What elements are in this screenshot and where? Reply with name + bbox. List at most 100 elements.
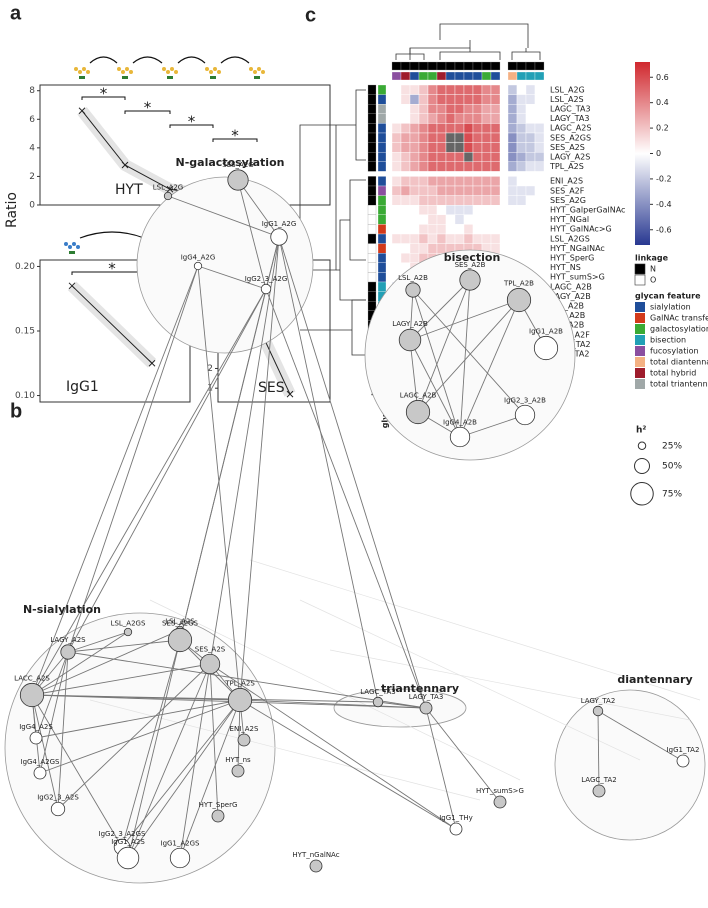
heatmap-cell xyxy=(507,151,518,162)
row-feature xyxy=(377,243,387,254)
heatmap-cell xyxy=(409,195,420,206)
node xyxy=(506,287,532,313)
row-linkage xyxy=(367,195,377,206)
row-feature xyxy=(377,161,387,172)
heatmap-cell xyxy=(534,94,545,105)
edge xyxy=(278,236,379,703)
arrow xyxy=(79,231,145,239)
legend-swatch xyxy=(635,335,645,345)
heatmap-cell xyxy=(436,142,447,153)
edge xyxy=(459,279,471,438)
group-title: N-sialylation xyxy=(23,603,101,616)
row-label: LAGC_A2B xyxy=(550,282,592,291)
heatmap-cell xyxy=(409,214,420,225)
col-linkage xyxy=(481,61,492,71)
heatmap-cell xyxy=(427,204,438,215)
node-label: ENI_A2S xyxy=(230,725,259,733)
row-feature xyxy=(377,224,387,235)
line xyxy=(71,285,153,364)
heatmap-cell xyxy=(427,233,438,244)
heatmap-cell xyxy=(400,204,411,215)
heatmap-cell xyxy=(445,151,456,162)
heatmap-cell xyxy=(525,123,536,134)
col-linkage xyxy=(472,61,483,71)
heatmap-cell xyxy=(445,113,456,124)
row-feature xyxy=(377,132,387,143)
col-linkage xyxy=(427,61,438,71)
heatmap-cell xyxy=(490,195,501,206)
glycan-icon xyxy=(74,67,78,71)
heatmap-cell xyxy=(418,142,429,153)
heatmap-cell xyxy=(454,84,465,95)
heatmap-cell xyxy=(454,161,465,172)
significance-label: * xyxy=(144,99,152,117)
heatmap-cell xyxy=(418,84,429,95)
heatmap-cell xyxy=(516,94,527,105)
row-feature xyxy=(377,272,387,283)
heatmap-cell xyxy=(481,84,492,95)
heatmap-cell xyxy=(507,94,518,105)
node xyxy=(29,731,43,745)
glycan-icon xyxy=(213,67,217,71)
heatmap-cell xyxy=(534,132,545,143)
row-label: LSL_A2G xyxy=(550,85,585,94)
node-label: HYT_nGalNAc xyxy=(292,851,339,859)
heatmap-cell xyxy=(534,84,545,95)
legend-swatch xyxy=(635,346,645,356)
legend-swatch xyxy=(635,302,645,312)
row-linkage xyxy=(367,132,377,143)
heatmap-cell xyxy=(490,132,501,143)
node xyxy=(493,795,507,809)
heatmap-cell xyxy=(525,204,536,215)
dendrogram xyxy=(395,48,425,60)
node xyxy=(199,653,221,675)
edge xyxy=(265,288,427,709)
edge xyxy=(459,299,520,438)
row-label: HYT_GalNAc>G xyxy=(550,225,612,234)
heatmap-cell xyxy=(507,195,518,206)
row-label: SES_A2S xyxy=(550,143,585,152)
heatmap-cell xyxy=(507,214,518,225)
heatmap-cell xyxy=(427,176,438,187)
significance-label: * xyxy=(108,260,116,278)
row-linkage xyxy=(367,123,377,134)
group-outline xyxy=(136,176,314,354)
edge xyxy=(239,236,280,701)
edge xyxy=(459,414,526,438)
heatmap-cell xyxy=(463,204,474,215)
node xyxy=(309,859,323,873)
row-linkage xyxy=(367,104,377,114)
size-legend-circle xyxy=(637,441,647,450)
heatmap-cell xyxy=(490,113,501,124)
heatmap-cell xyxy=(525,103,536,114)
heatmap-cell xyxy=(481,233,492,244)
heatmap-cell xyxy=(418,151,429,162)
node xyxy=(231,764,245,778)
heatmap-cell xyxy=(463,132,474,143)
heatmap-cell xyxy=(427,142,438,153)
heatmap-cell xyxy=(400,185,411,196)
heatmap-cell xyxy=(516,195,527,206)
row-linkage xyxy=(367,84,377,95)
legend-label: sialylation xyxy=(650,303,691,312)
heatmap-cell xyxy=(445,195,456,206)
edge xyxy=(67,265,199,653)
heatmap-cell xyxy=(445,204,456,215)
heatmap-cell xyxy=(445,142,456,153)
heatmap-cell xyxy=(525,94,536,105)
node-label: SES_A2S xyxy=(195,645,226,653)
heatmap-cell xyxy=(391,151,402,162)
heatmap-cell xyxy=(409,142,420,153)
heatmap-cell xyxy=(391,262,402,273)
heatmap-cell xyxy=(409,161,420,172)
heatmap-cell xyxy=(507,204,518,215)
heatmap-cell xyxy=(516,132,527,143)
node-label: IgG1_TA2 xyxy=(667,746,700,754)
heatmap-cell xyxy=(409,185,420,196)
heatmap-cell xyxy=(409,176,420,187)
heatmap-cell xyxy=(409,151,420,162)
heatmap-cell xyxy=(409,113,420,124)
row-linkage xyxy=(367,253,377,263)
background-link xyxy=(249,559,701,701)
edge xyxy=(31,694,59,810)
